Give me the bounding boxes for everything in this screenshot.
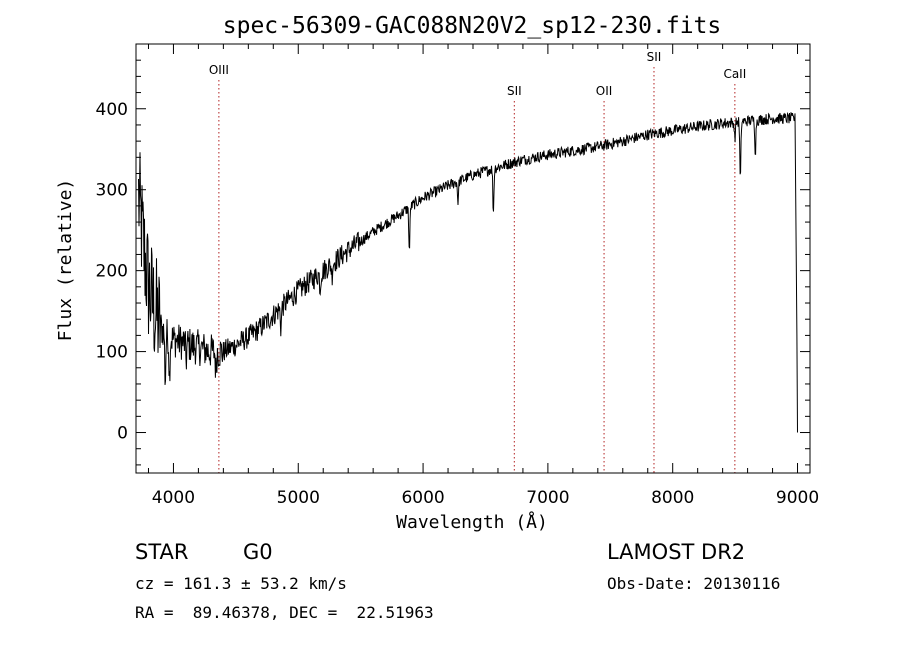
coordinates-text: RA = 89.46378, DEC = 22.51963 bbox=[135, 603, 434, 622]
spectral-line-label: SII bbox=[647, 50, 662, 64]
spectral-line-label: CaII bbox=[723, 67, 746, 81]
x-tick-label: 5000 bbox=[277, 488, 320, 508]
x-axis-label: Wavelength (Å) bbox=[396, 511, 548, 533]
x-tick-label: 7000 bbox=[526, 488, 569, 508]
y-tick-label: 300 bbox=[96, 181, 128, 201]
x-tick-label: 8000 bbox=[651, 488, 694, 508]
y-axis-label: Flux (relative) bbox=[55, 179, 76, 342]
spectral-line-markers: OIII SII OII SII CaII bbox=[209, 50, 746, 473]
x-tick-label: 6000 bbox=[401, 488, 444, 508]
plot-frame bbox=[135, 43, 811, 474]
survey-label: LAMOST DR2 bbox=[607, 540, 746, 564]
y-tick-label: 200 bbox=[96, 262, 128, 282]
redshift-text: cz = 161.3 ± 53.2 km/s bbox=[135, 574, 347, 593]
y-tick-label: 0 bbox=[117, 424, 128, 444]
y-tick-label: 100 bbox=[96, 343, 128, 363]
spectrum-line bbox=[138, 111, 798, 433]
spectral-class-label: STAR bbox=[135, 540, 189, 564]
x-tick-label: 9000 bbox=[776, 488, 819, 508]
spectral-line-label: SII bbox=[507, 84, 522, 98]
x-axis: 4000 5000 6000 7000 8000 9000 bbox=[147, 44, 819, 508]
spectral-line-label: OIII bbox=[209, 63, 229, 77]
spectral-subclass: G0 bbox=[243, 540, 273, 564]
spectral-line-label: OII bbox=[596, 84, 613, 98]
x-tick-label: 4000 bbox=[152, 488, 195, 508]
y-axis: 0 100 200 300 400 bbox=[96, 43, 810, 466]
y-tick-label: 400 bbox=[96, 100, 128, 120]
chart-title: spec-56309-GAC088N20V2_sp12-230.fits bbox=[223, 13, 722, 39]
obs-date-text: Obs-Date: 20130116 bbox=[607, 574, 781, 593]
